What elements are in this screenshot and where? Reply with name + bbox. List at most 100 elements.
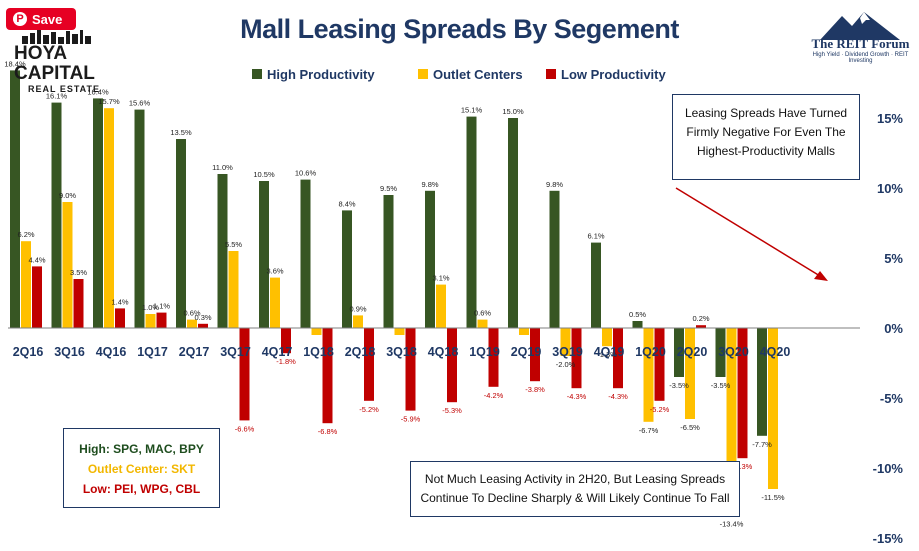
bar-low: [73, 279, 84, 328]
legend: High Productivity Outlet Centers Low Produ…: [252, 67, 667, 82]
bar-high: [383, 195, 394, 328]
legend-swatch-outlet: [418, 69, 428, 79]
data-label-low: 0.3%: [194, 313, 211, 322]
data-label-low: -4.2%: [484, 391, 504, 400]
bar-low: [654, 328, 665, 401]
data-label-outlet: -2.0%: [556, 360, 576, 369]
x-tick-label: 4Q20: [760, 345, 791, 359]
save-button[interactable]: P Save: [6, 8, 76, 30]
data-label-low: -3.8%: [525, 385, 545, 394]
y-tick-label: 0%: [884, 321, 903, 336]
data-label-outlet: 0.9%: [349, 304, 366, 313]
bar-outlet: [21, 241, 31, 328]
bar-high: [134, 109, 145, 328]
annotation-bottom-line: Not Much Leasing Activity in 2H20, But L…: [424, 472, 726, 486]
y-tick-labels: 15% 10% 5% 0% -5% -10% -15%: [873, 111, 904, 546]
y-tick-label: 15%: [877, 111, 903, 126]
bar-high: [342, 210, 352, 328]
annotation-bottom-box: Not Much Leasing Activity in 2H20, But L…: [410, 461, 740, 517]
data-label-high: -7.7%: [752, 440, 772, 449]
city-skyline-icon: [22, 30, 91, 44]
bar-low: [737, 328, 748, 459]
bar-high: [549, 190, 560, 328]
x-tick-label: 4Q17: [262, 345, 293, 359]
bar-high: [259, 181, 269, 328]
mountain-logo-icon: [820, 12, 900, 40]
bar-high: [51, 102, 62, 328]
segment-key-low: Low: PEI, WPG, CBL: [82, 482, 201, 496]
bar-outlet: [104, 108, 114, 328]
data-label-low: 1.1%: [153, 302, 170, 311]
data-label-outlet: 3.1%: [432, 274, 449, 283]
reit-forum-logo: The REIT Forum High Yield · Dividend Gro…: [802, 10, 919, 64]
data-label-outlet: 3.6%: [266, 267, 283, 276]
data-label-high: 15.6%: [129, 99, 151, 108]
bar-outlet: [726, 328, 737, 516]
data-label-outlet: 15.7%: [98, 97, 120, 106]
bar-high: [93, 98, 103, 329]
bar-outlet: [145, 314, 156, 328]
data-label-outlet: 0.6%: [183, 309, 200, 318]
bar-outlet: [353, 315, 363, 328]
bar-high: [508, 118, 518, 328]
trend-arrow-line: [675, 187, 821, 277]
save-button-label: Save: [32, 11, 63, 27]
data-label-high: 11.0%: [212, 163, 233, 172]
bar-high: [217, 174, 228, 328]
bar-outlet: [602, 328, 612, 347]
hoya-logo-line2: REAL ESTATE: [27, 84, 100, 94]
data-label-outlet: 1.0%: [142, 303, 159, 312]
y-tick-label: 5%: [884, 251, 903, 266]
data-label-outlet: -1.3%: [597, 350, 617, 359]
annotation-bottom-line: Continue To Decline Sharply & Will Likel…: [420, 491, 730, 505]
data-label-low: -4.3%: [608, 392, 628, 401]
data-label-low: -6.8%: [318, 427, 338, 436]
reit-logo-line2: High Yield · Dividend Growth · REIT Inve…: [812, 52, 909, 64]
bar-outlet: [187, 319, 197, 328]
data-label-low: -1.8%: [276, 357, 296, 366]
x-tick-label: 1Q18: [303, 345, 334, 359]
x-tick-label: 4Q18: [428, 345, 459, 359]
bar-low: [696, 325, 706, 328]
bars-layer: [10, 70, 778, 516]
data-label-high: 9.8%: [546, 180, 563, 189]
bar-outlet: [685, 328, 695, 419]
data-label-outlet: -6.5%: [680, 423, 700, 432]
y-tick-label: 10%: [877, 181, 903, 196]
y-tick-label: -15%: [873, 531, 904, 546]
data-label-high: 6.1%: [587, 232, 604, 241]
data-label-low: 3.5%: [70, 268, 87, 277]
bar-outlet: [768, 328, 778, 489]
x-tick-label: 1Q19: [469, 345, 500, 359]
bar-low: [571, 328, 582, 389]
legend-label-outlet: Outlet Centers: [433, 67, 523, 82]
bar-outlet: [270, 277, 280, 328]
data-label-high: 0.5%: [629, 310, 646, 319]
x-tick-label: 2Q18: [345, 345, 376, 359]
chart-title: Mall Leasing Spreads By Segement: [240, 14, 679, 44]
data-label-low: -9.3%: [733, 462, 753, 471]
data-label-outlet: -6.7%: [639, 426, 659, 435]
data-label-low: -5.9%: [401, 415, 421, 424]
bar-low: [239, 328, 250, 421]
bar-outlet: [519, 328, 529, 335]
hoya-capital-logo: HOYA CAPITAL REAL ESTATE: [14, 30, 104, 94]
annotation-top-line: Firmly Negative For Even The: [686, 125, 846, 139]
data-label-high: 18.4%: [4, 59, 26, 68]
x-tick-label: 1Q17: [137, 345, 168, 359]
data-label-low: -6.6%: [235, 424, 255, 433]
bar-high: [591, 242, 601, 328]
legend-label-low: Low Productivity: [561, 67, 667, 82]
bar-low: [530, 328, 540, 382]
x-tick-label: 4Q16: [96, 345, 127, 359]
bar-outlet: [560, 328, 571, 356]
bar-low: [198, 323, 208, 328]
data-label-high: 8.4%: [338, 199, 355, 208]
bar-low: [156, 312, 167, 328]
labels-layer: 18.4% 6.2% 4.4% 16.1% 9.0% 3.5% 16.4%15.7% 1.4%…: [4, 59, 785, 528]
x-tick-label: 2Q16: [13, 345, 44, 359]
y-tick-label: -10%: [873, 461, 904, 476]
data-label-high: 16.1%: [46, 92, 68, 101]
bar-low: [115, 308, 125, 328]
annotation-top-line: Leasing Spreads Have Turned: [684, 106, 848, 120]
